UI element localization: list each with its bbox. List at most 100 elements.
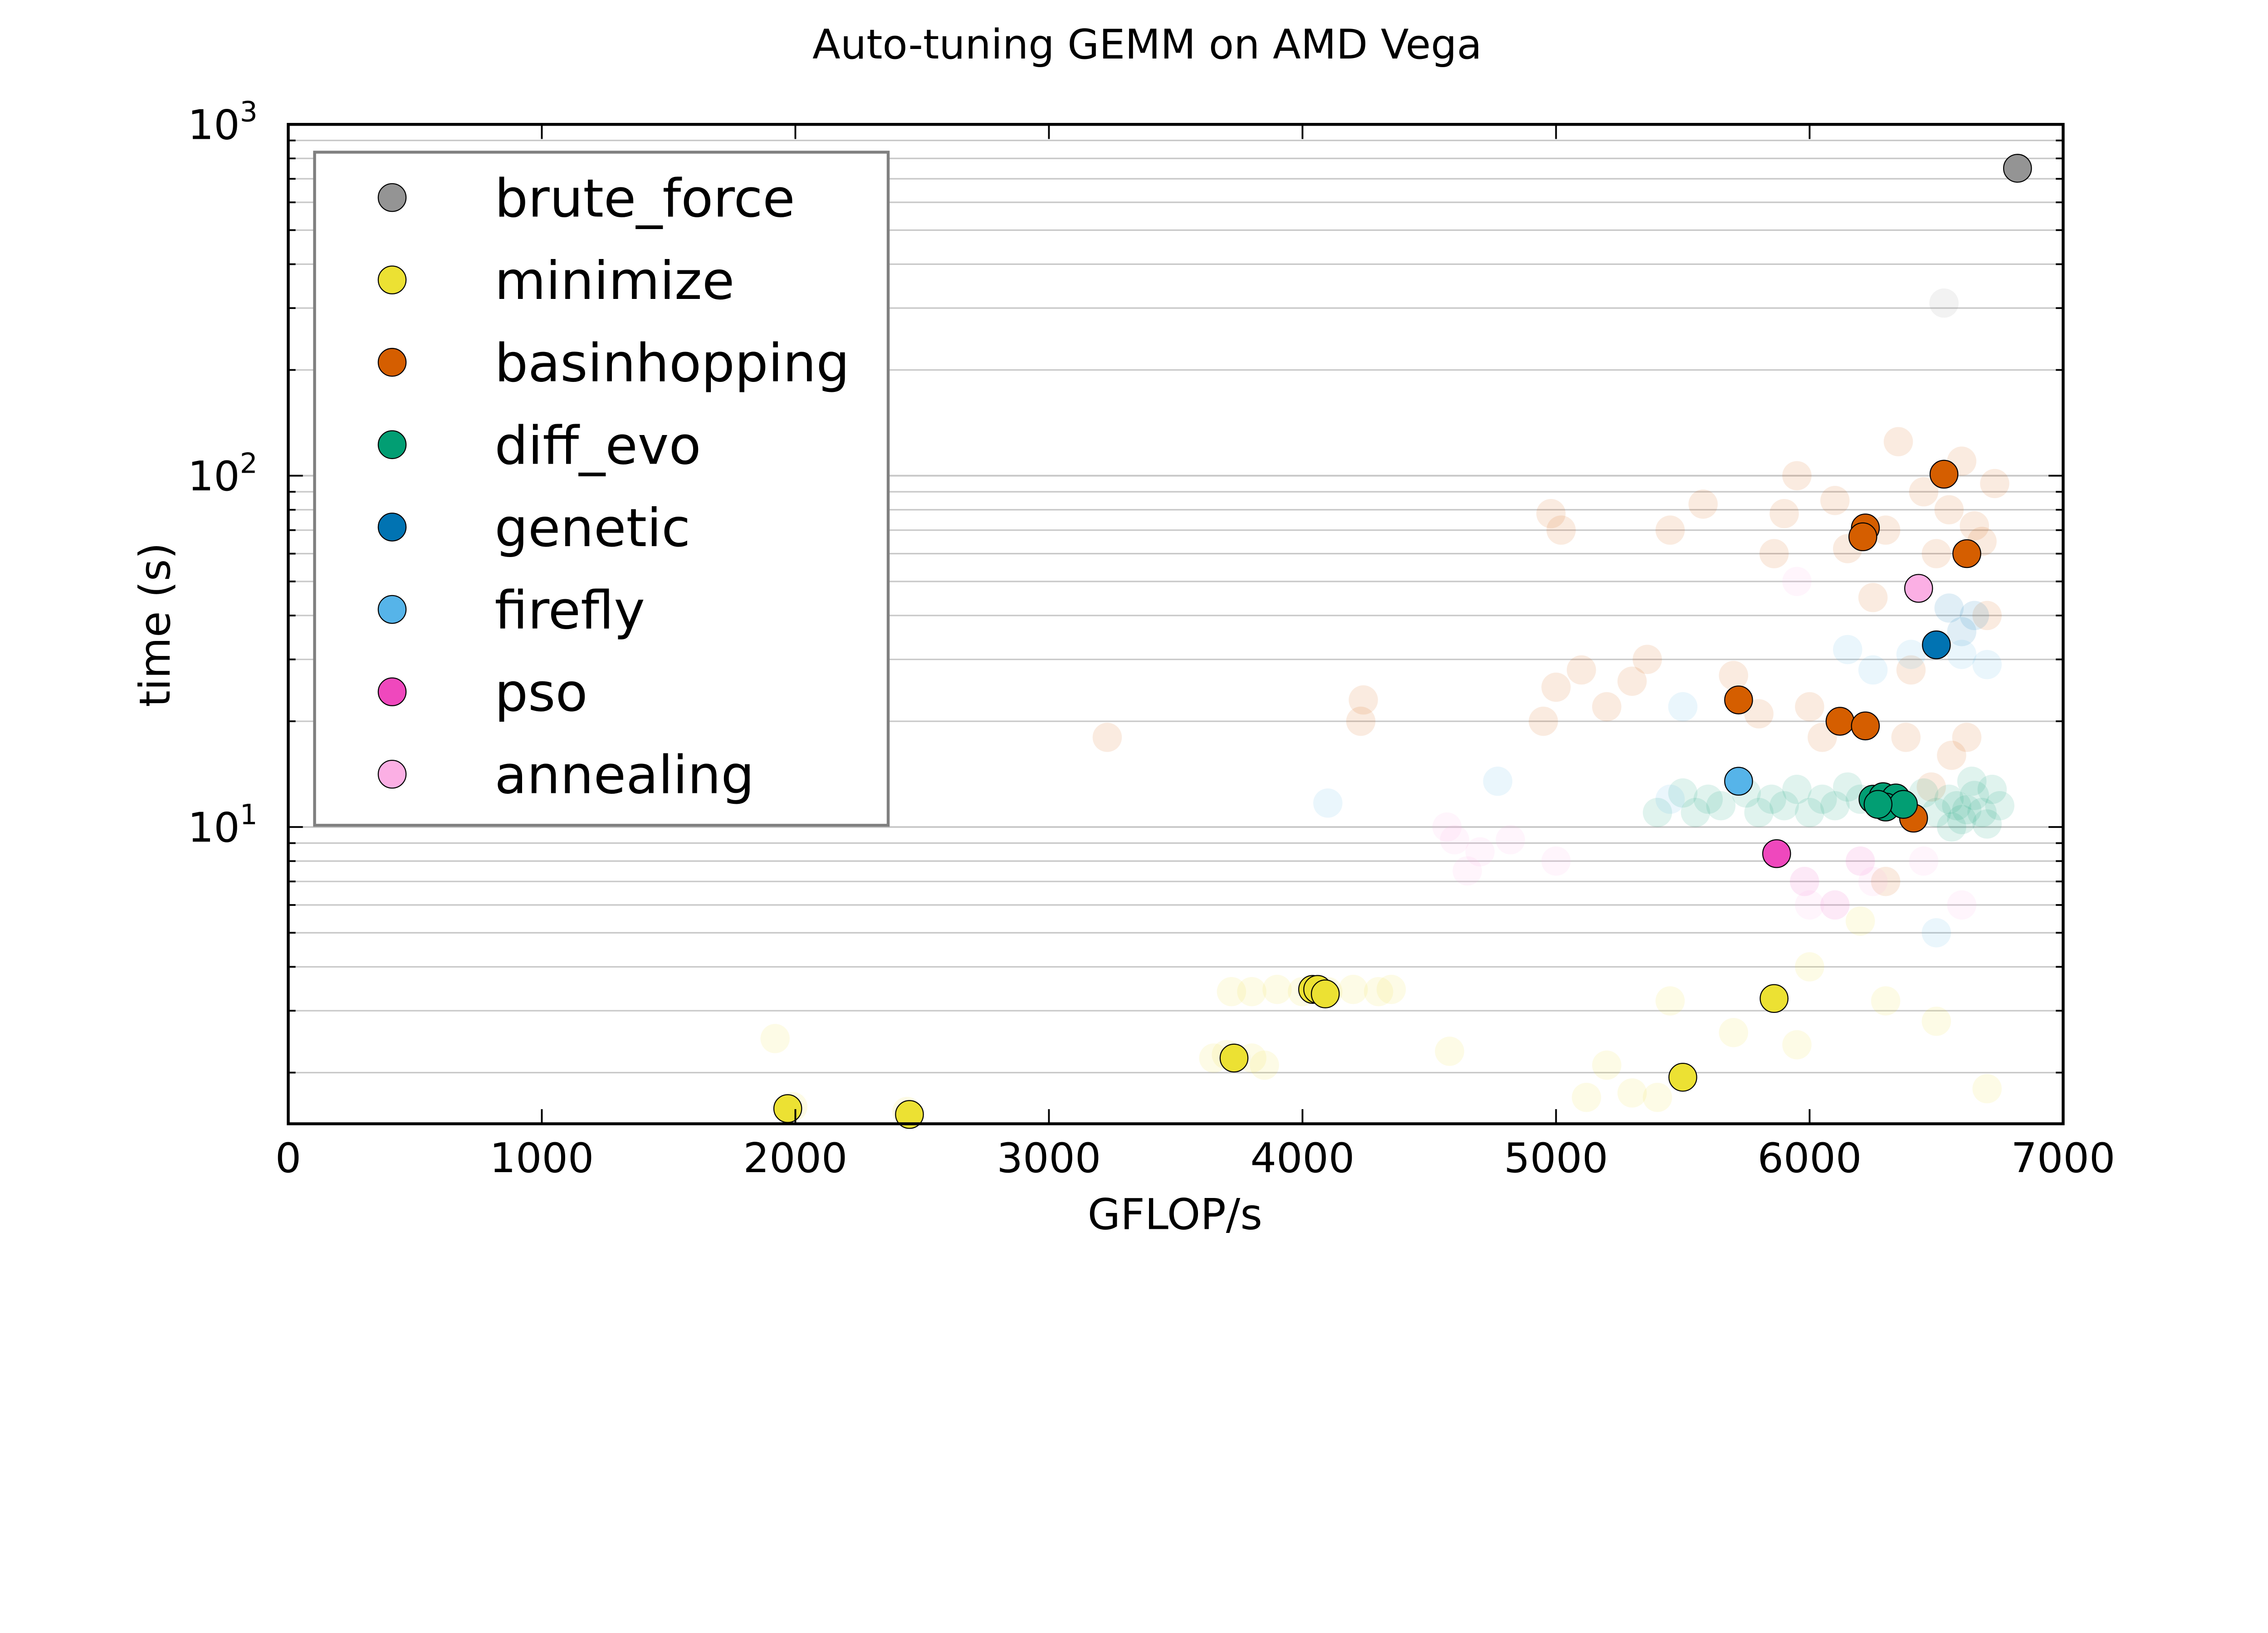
faded-point-diff_evo [1769,791,1799,821]
faded-point-diff_evo [1681,797,1711,827]
legend-label-pso: pso [494,662,587,724]
faded-point-basinhopping [1891,723,1921,752]
faded-point-minimize [1655,986,1685,1016]
scatter-chart: 0 1000 2000 3000 4000 5000 6000 7000 101 102 103 A… [131,21,2115,1238]
faded-point-annealing [1947,890,1977,920]
faded-point-basinhopping [1909,477,1939,507]
point-minimize [1219,1043,1249,1073]
legend-label-brute_force: brute_force [494,168,795,229]
point-annealing [1904,574,1933,603]
y-tick-label: 101 [188,799,258,852]
faded-point-basinhopping [1769,499,1799,528]
faded-point-diff_evo [1967,797,1997,827]
faded-point-minimize [1250,1050,1279,1080]
x-tick-label: 6000 [1757,1134,1862,1182]
x-tick-label: 1000 [490,1134,594,1182]
faded-point-diff_evo [1937,812,1966,842]
faded-point-genetic [1934,593,1964,623]
faded-point-diff_evo [1972,809,2002,839]
faded-point-firefly [1655,784,1685,814]
faded-point-basinhopping [1349,685,1378,715]
faded-point-annealing [1496,825,1525,855]
legend-marker-firefly [377,595,407,624]
faded-point-diff_evo [1795,797,1824,827]
faded-point-brute_force [1929,288,1959,318]
faded-point-annealing [1465,837,1495,867]
faded-point-firefly [1896,640,1926,669]
x-tick-label: 2000 [743,1134,848,1182]
faded-point-basinhopping [1820,486,1850,515]
faded-point-diff_evo [1947,805,1977,835]
faded-point-annealing [1909,846,1939,876]
faded-point-diff_evo [1921,797,1951,827]
faded-point-basinhopping [1567,655,1596,685]
faded-point-diff_evo [1957,767,1987,796]
point-basinhopping [1825,707,1855,736]
faded-point-minimize [1262,974,1292,1004]
faded-point-diff_evo [1934,784,1964,814]
faded-point-basinhopping [1896,655,1926,685]
faded-point-minimize [1199,1043,1229,1073]
faded-point-annealing [1541,846,1571,876]
point-minimize [895,1100,924,1129]
point-genetic [1922,630,1951,660]
faded-point-basinhopping [1960,511,1989,541]
legend-marker-genetic [377,513,407,542]
y-tick-label: 102 [188,447,258,500]
faded-point-pso [1789,866,1819,896]
faded-point-diff_evo [1820,791,1850,821]
faded-point-diff_evo [1808,784,1837,814]
faded-point-firefly [1313,788,1343,818]
faded-point-diff_evo [1693,784,1723,814]
faded-point-firefly [1972,650,2002,680]
point-minimize [1760,984,1789,1013]
legend-marker-basinhopping [377,347,407,377]
faded-point-basinhopping [1759,539,1789,568]
faded-point-basinhopping [1346,706,1376,736]
faded-point-basinhopping [1937,740,1966,770]
faded-point-diff_evo [1668,778,1698,808]
faded-point-basinhopping [1952,723,1982,752]
faded-point-basinhopping [1592,692,1622,722]
faded-point-basinhopping [1541,672,1571,702]
faded-point-firefly [1947,640,1977,669]
faded-point-basinhopping [1655,515,1685,545]
point-minimize [773,1094,802,1123]
faded-point-firefly [1858,655,1888,685]
point-basinhopping [1851,711,1880,741]
faded-point-diff_evo [1960,781,1989,810]
faded-point-diff_evo [1706,791,1736,821]
faded-point-basinhopping [1536,499,1566,528]
faded-point-basinhopping [1719,660,1748,690]
plot-frame [287,122,2065,1125]
faded-point-basinhopping [1871,866,1901,896]
legend-marker-annealing [377,759,407,789]
faded-point-diff_evo [1977,774,2007,804]
faded-point-basinhopping [1916,772,1946,802]
faded-point-minimize [1435,1037,1464,1066]
faded-point-basinhopping [1934,495,1964,525]
legend-label-firefly: firefly [494,580,645,641]
faded-point-minimize [1338,974,1368,1004]
point-minimize [1668,1063,1697,1092]
legend-label-minimize: minimize [494,250,734,312]
y-axis-label: time (s) [131,543,180,707]
faded-point-annealing [1432,812,1462,842]
faded-point-minimize [1592,1050,1622,1080]
legend-frame [313,151,890,827]
faded-point-basinhopping [1529,706,1558,736]
faded-point-annealing [1440,825,1470,855]
point-basinhopping [1952,539,1981,568]
faded-points [760,288,2014,1126]
faded-point-diff_evo [1757,784,1786,814]
faded-point-firefly [1833,635,1862,665]
faded-point-minimize [1871,986,1901,1016]
legend-marker-diff_evo [377,430,407,460]
faded-point-basinhopping [1688,489,1718,519]
faded-point-basinhopping [1980,469,2009,499]
faded-point-minimize [760,1024,790,1053]
faded-point-diff_evo [1942,791,1971,821]
faded-point-basinhopping [1795,692,1824,722]
point-diff_evo [1889,790,1918,819]
point-minimize [1310,979,1340,1008]
